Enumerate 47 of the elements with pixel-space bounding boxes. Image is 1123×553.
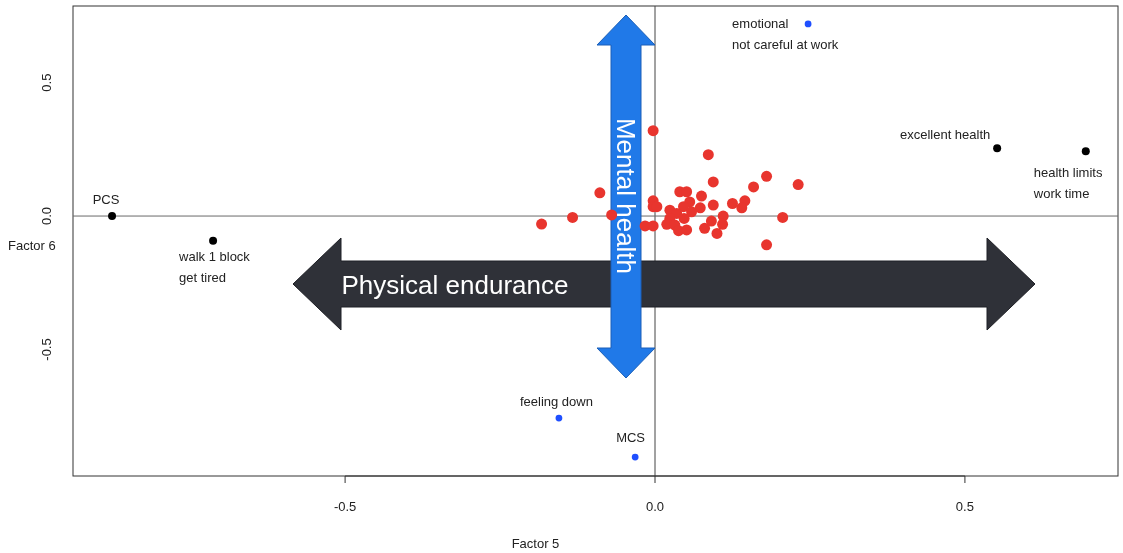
point	[647, 125, 659, 137]
point	[707, 199, 719, 211]
annotation: feeling down	[519, 394, 593, 410]
point	[736, 202, 748, 214]
point	[209, 236, 218, 245]
point	[705, 215, 717, 227]
point	[567, 211, 579, 223]
point	[108, 212, 117, 221]
point	[702, 149, 714, 161]
point	[1081, 147, 1090, 156]
annotation: Physical endurance	[341, 270, 569, 300]
annotation: PCS	[92, 192, 120, 208]
point	[761, 170, 773, 182]
y-tick-label: -0.5	[39, 338, 54, 361]
point	[695, 190, 707, 202]
point	[678, 212, 690, 224]
x-tick-label: 0.0	[645, 499, 665, 514]
annotation: Mental health	[611, 117, 641, 275]
x-axis-title: Factor 5	[511, 536, 560, 551]
point	[699, 222, 711, 234]
point	[761, 239, 773, 251]
annotation: walk 1 block get tired	[178, 248, 251, 285]
point	[993, 144, 1002, 153]
point	[606, 209, 618, 221]
y-tick-label: 0.0	[39, 207, 54, 226]
point	[726, 198, 738, 209]
x-tick-label: 0.5	[955, 499, 974, 514]
annotation: excellent health	[899, 127, 991, 143]
point	[792, 179, 804, 191]
point	[748, 181, 760, 193]
point	[777, 211, 789, 223]
x-tick-label: -0.5	[333, 499, 357, 514]
point	[686, 206, 698, 218]
point	[681, 224, 693, 236]
point	[555, 414, 563, 422]
annotation: MCS	[616, 430, 646, 446]
y-axis-title: Factor 6	[8, 238, 56, 253]
y-tick-label: 0.5	[39, 73, 54, 92]
annotation: health limits work time	[1032, 165, 1103, 202]
point	[804, 20, 812, 28]
point	[694, 202, 706, 214]
point	[711, 227, 723, 239]
point	[594, 187, 606, 199]
point	[631, 453, 639, 461]
annotation: emotional not careful at work	[732, 15, 839, 52]
point	[536, 218, 548, 230]
point	[707, 176, 719, 188]
